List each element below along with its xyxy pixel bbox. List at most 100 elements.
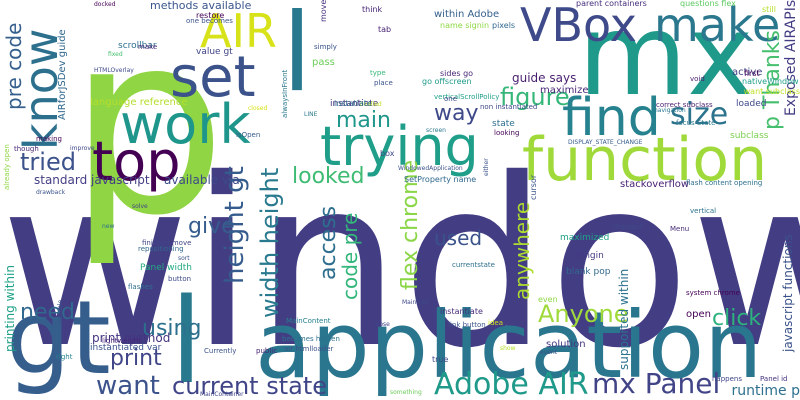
- word-htmloverlay: HTMLOverlay: [94, 67, 134, 74]
- word-one: one: [444, 95, 458, 103]
- word-supported-within: supported within: [617, 268, 631, 370]
- word-place: place: [374, 79, 393, 87]
- word-available-via: available via: [164, 173, 240, 187]
- word-within-adobe: within Adobe: [434, 9, 500, 20]
- word-pixels: pixels: [492, 21, 516, 30]
- word-box: box: [380, 149, 395, 158]
- word-vertical: vertical: [690, 207, 717, 215]
- word-focus-state: focus State: [676, 119, 716, 127]
- word-scrollbar: scrollbar: [118, 41, 157, 51]
- word-menu: Menu: [670, 225, 690, 233]
- word-state: state: [492, 119, 515, 129]
- word-runtime-p: runtime p: [731, 383, 800, 399]
- word-line: LINE: [304, 111, 318, 118]
- word-event: event: [540, 349, 558, 356]
- word-fixed: fixed: [108, 51, 123, 58]
- word-docked: docked: [94, 1, 116, 8]
- word-using: using: [142, 316, 202, 341]
- word-still: still: [762, 5, 776, 14]
- word-tried: tried: [20, 148, 76, 176]
- word-restore: restore: [196, 11, 225, 20]
- word-air-htmlloader: air htmlloader: [284, 345, 334, 353]
- word-figure: figure: [500, 83, 570, 111]
- word-window: window: [0, 129, 800, 399]
- word-think: think: [362, 5, 383, 14]
- word-loaded: loaded: [736, 99, 767, 109]
- word-finished-move: finished move: [142, 239, 192, 247]
- word-new: new: [102, 223, 115, 230]
- word-becomes-hidden: becomes hidden: [282, 335, 340, 343]
- word-l-top: l: [282, 0, 313, 116]
- word-changed: changed: [612, 223, 643, 231]
- word-nativewindow: nativeWindow: [742, 77, 799, 86]
- word-right: right: [56, 353, 73, 361]
- word-currently: Currently: [204, 347, 237, 355]
- word-open: open: [686, 309, 711, 320]
- word-exposed-airapis: Exposed AIRAPIs: [783, 0, 799, 117]
- word-subclass: subclass: [730, 131, 769, 141]
- word-anyone: Anyone: [538, 300, 629, 328]
- word-need: need: [20, 300, 75, 325]
- word-give: give: [188, 214, 235, 239]
- word-maincontainer: MainContainer: [200, 391, 244, 398]
- word-access: access: [316, 205, 341, 280]
- word-VBox: VBox: [520, 0, 637, 52]
- word-methods-available: methods available: [150, 0, 252, 12]
- word-sort: sort: [178, 255, 190, 262]
- word-one-becomes: one becomes: [186, 17, 233, 25]
- word-instantiate: instantiate: [330, 99, 379, 109]
- word-first: first: [744, 69, 760, 78]
- word-want-subclass: want subclass: [743, 87, 800, 96]
- word-move: move: [319, 0, 328, 23]
- word-adobe-air: Adobe AIR: [434, 367, 589, 400]
- word-looked: looked: [292, 164, 365, 189]
- word-p: p: [68, 0, 227, 270]
- word-current-state: current state: [172, 372, 328, 400]
- word-mainsize: MainSize: [402, 299, 429, 306]
- word-making: making: [36, 135, 62, 143]
- word-isopen: isOpen: [236, 131, 261, 139]
- word-drawback: drawback: [36, 189, 66, 196]
- word-trying: trying: [320, 115, 479, 178]
- word-show: show: [500, 345, 516, 352]
- word-loose: loose: [374, 321, 390, 328]
- word-instantiated-var: instantiated var: [90, 343, 162, 353]
- word-go-offscreen: go offscreen: [422, 77, 472, 86]
- word-solve: solve: [132, 203, 148, 210]
- word-pass: pass: [312, 57, 335, 68]
- word-already-open: already open: [3, 144, 11, 190]
- word-tab: tab: [378, 25, 392, 34]
- word-closed: closed: [248, 105, 268, 112]
- word-maximize: maximize: [540, 85, 589, 96]
- word-work: work: [120, 93, 251, 156]
- word-instantiate-2: instantiate: [440, 307, 483, 316]
- word-standard-javascript: standard javascript: [34, 173, 150, 187]
- word-airforjsdev-guide: AIRforJSDev guide: [57, 29, 68, 120]
- word-pre-code: pre code: [2, 22, 26, 110]
- word-javascript-functions: javascript functions: [781, 234, 795, 352]
- word-make-small: make: [138, 43, 158, 51]
- word-flash-content-opening: flash content opening: [686, 179, 763, 187]
- word-system-chrome: system chrome: [686, 289, 740, 297]
- word-mx-panel: mx Panel: [592, 367, 721, 400]
- word-alwaysinfront: alwaysInFront: [281, 69, 289, 118]
- word-ovalled: ovalled: [360, 101, 382, 108]
- word-parent-containers: parent containers: [576, 0, 647, 8]
- word-windowedapplication: WindowedApplication: [398, 165, 463, 172]
- word-happens: happens: [712, 375, 743, 383]
- word-l-bottom: l: [170, 272, 203, 400]
- word-way: way: [434, 101, 479, 126]
- word-value-gt: value gt: [196, 47, 233, 57]
- word-true: true: [432, 355, 449, 364]
- word-type: type: [370, 69, 386, 77]
- word-function: function: [522, 125, 768, 195]
- word-want: want: [96, 371, 160, 400]
- word-application: application: [255, 292, 763, 399]
- word-setproperty-name: SetProperty name: [404, 175, 477, 184]
- word-code-pre: code pre: [338, 212, 362, 300]
- word-verticalscrollpolicy: verticalScrollPolicy: [434, 93, 500, 101]
- word-maincontent: MainContent: [286, 317, 331, 325]
- word-navigation: navigation: [654, 107, 686, 114]
- word-width-height: width height: [256, 167, 284, 318]
